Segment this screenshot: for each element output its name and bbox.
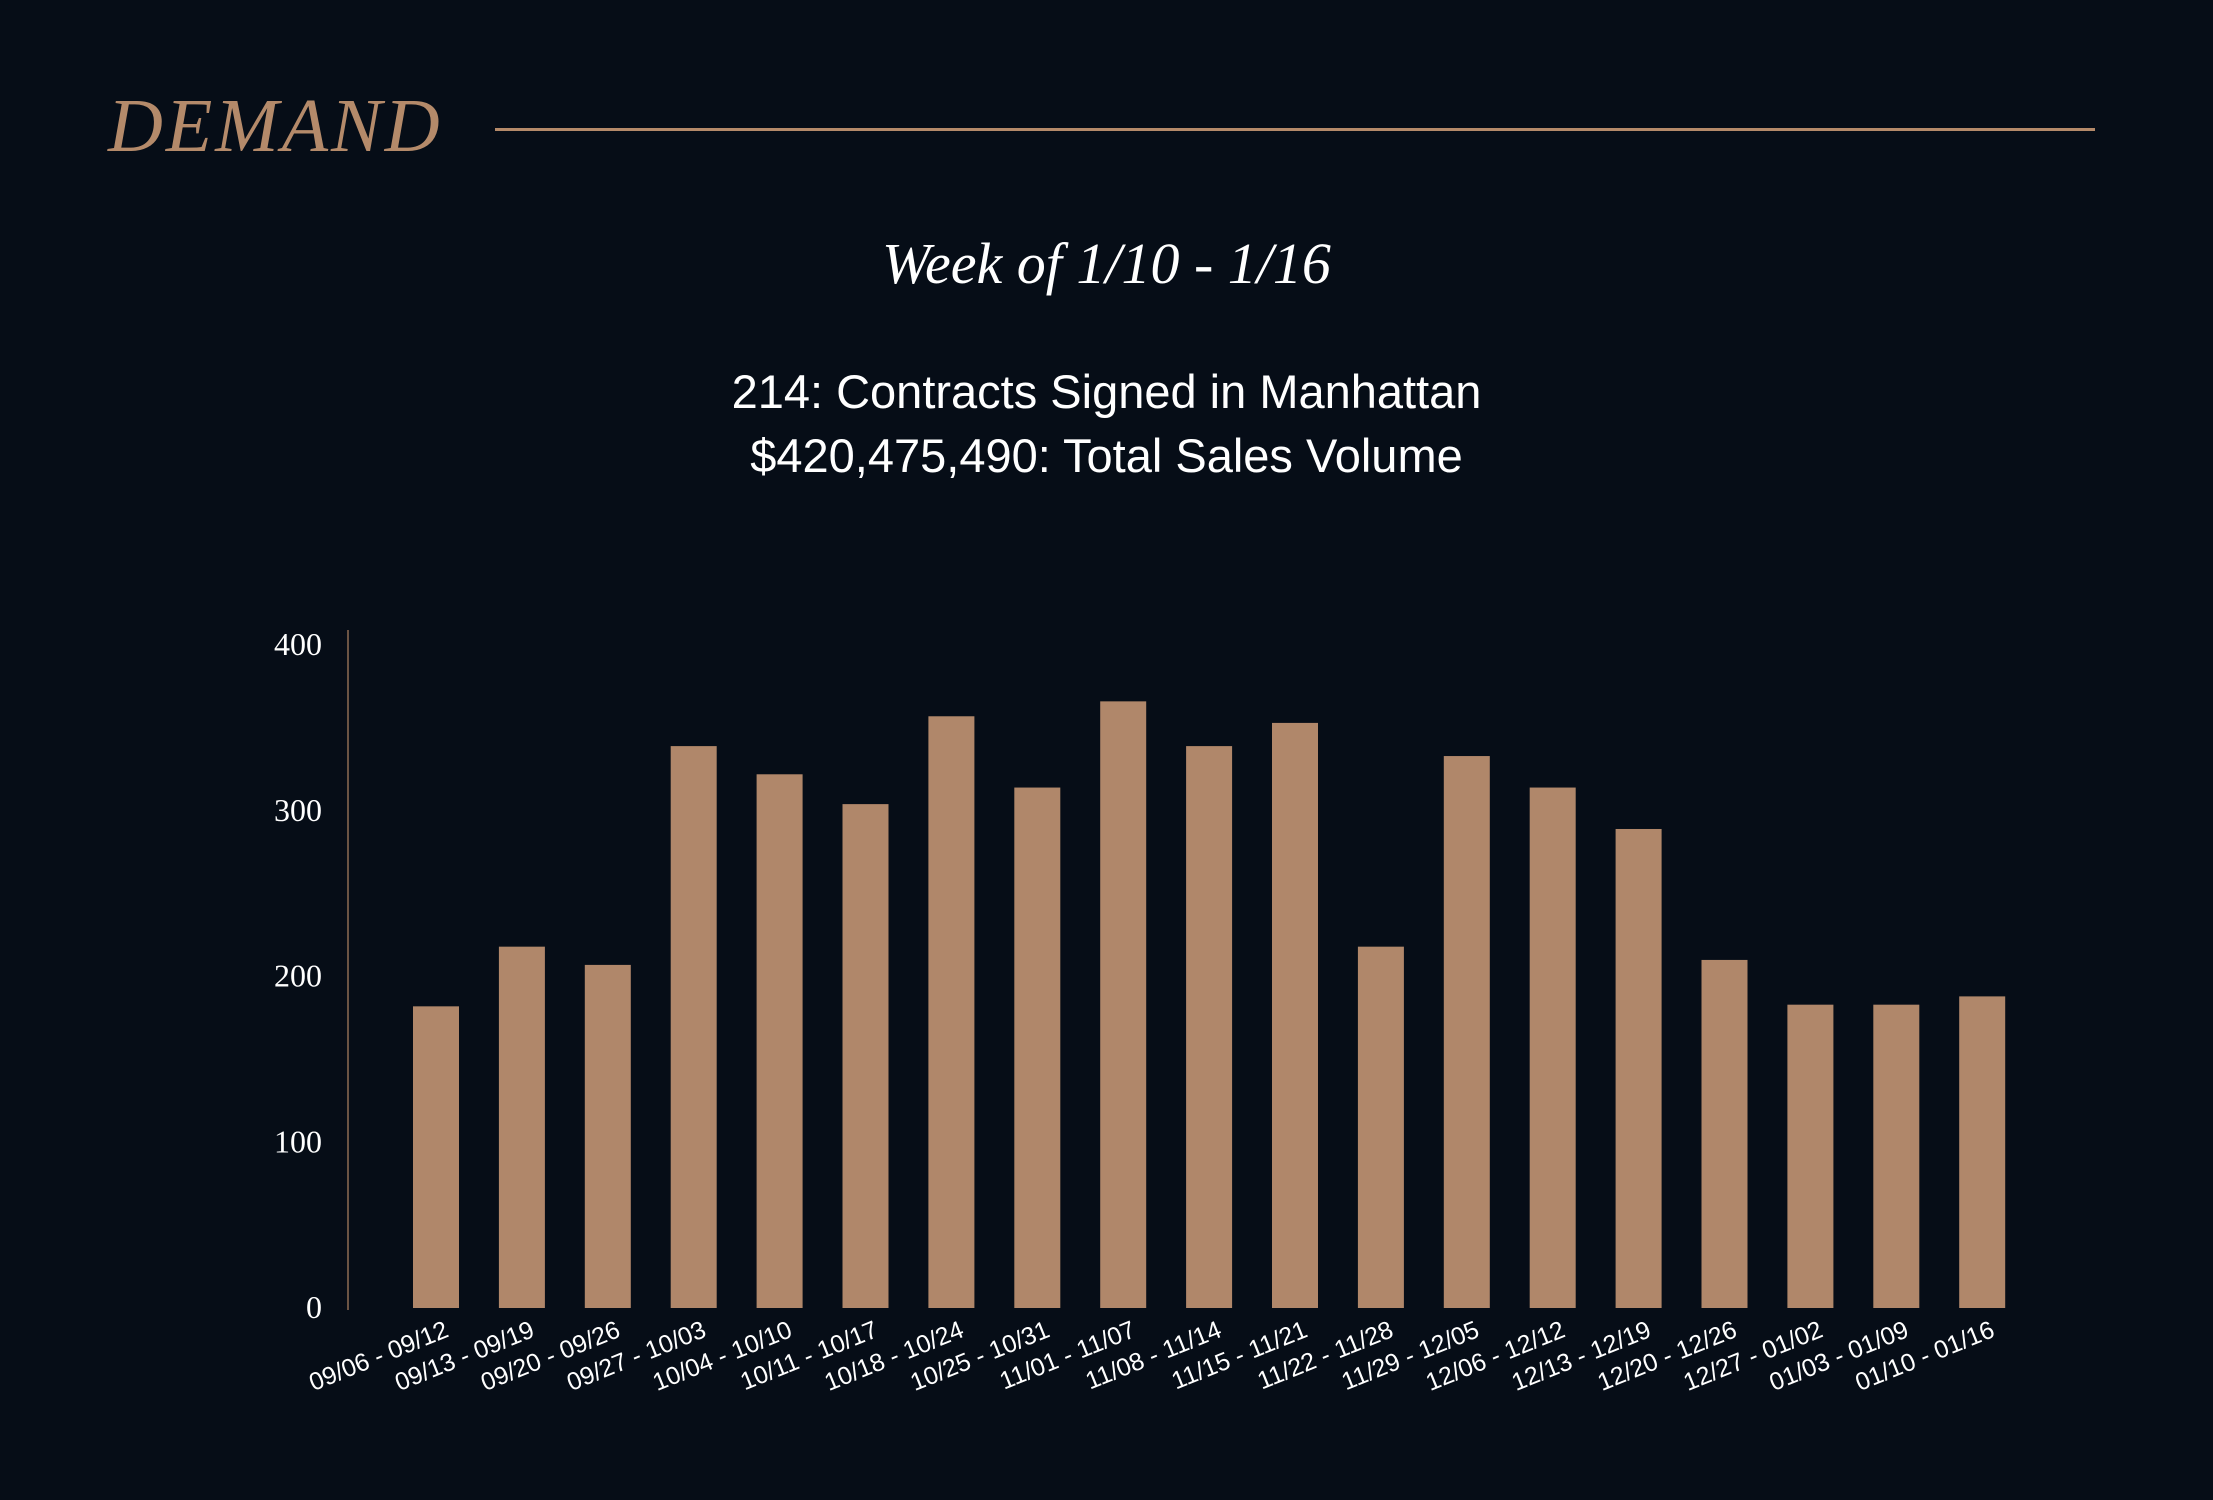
bars [413, 701, 2006, 1308]
y-tick-label: 200 [274, 958, 322, 994]
heading-divider [495, 128, 2095, 131]
bar [1701, 959, 1748, 1308]
bar [1873, 1004, 1920, 1308]
bar [1357, 946, 1404, 1308]
bar [1443, 756, 1490, 1308]
bar [1959, 996, 2006, 1308]
bar [1529, 787, 1576, 1308]
y-tick-label: 300 [274, 792, 322, 828]
bar [1014, 787, 1061, 1308]
bar [498, 946, 545, 1308]
y-axis-ticks: 0 100 200 300 400 [274, 626, 322, 1325]
y-tick-label: 400 [274, 626, 322, 662]
section-title: DEMAND [108, 84, 443, 168]
bar [842, 804, 889, 1308]
bar [584, 964, 631, 1308]
contracts-signed-stat: 214: Contracts Signed in Manhattan [731, 365, 1482, 418]
bar [1615, 828, 1662, 1308]
bar [1787, 1004, 1834, 1308]
bar [756, 774, 803, 1308]
bar [413, 1006, 459, 1308]
week-title: Week of 1/10 - 1/16 [882, 231, 1331, 296]
sales-volume-stat: $420,475,490: Total Sales Volume [750, 429, 1463, 482]
y-tick-label: 0 [306, 1289, 322, 1325]
bar [1272, 722, 1318, 1308]
bar [928, 716, 975, 1308]
bar [1186, 746, 1233, 1308]
bar [1100, 701, 1147, 1308]
y-tick-label: 100 [274, 1123, 322, 1159]
bar [670, 746, 717, 1308]
